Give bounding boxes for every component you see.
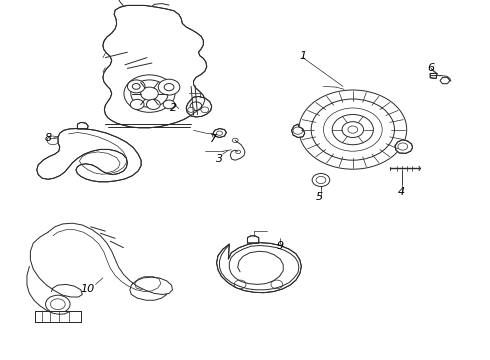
Circle shape bbox=[188, 107, 195, 112]
Circle shape bbox=[398, 143, 408, 150]
Circle shape bbox=[190, 102, 202, 111]
Polygon shape bbox=[440, 77, 450, 84]
Circle shape bbox=[271, 280, 283, 289]
Circle shape bbox=[299, 90, 407, 169]
Circle shape bbox=[127, 80, 145, 93]
Polygon shape bbox=[292, 124, 305, 138]
Polygon shape bbox=[430, 73, 437, 78]
Circle shape bbox=[332, 114, 373, 145]
Circle shape bbox=[232, 138, 238, 143]
Polygon shape bbox=[247, 236, 259, 243]
Circle shape bbox=[342, 122, 364, 138]
Circle shape bbox=[130, 99, 144, 109]
Circle shape bbox=[141, 87, 158, 100]
Circle shape bbox=[132, 84, 140, 89]
Polygon shape bbox=[186, 96, 212, 117]
Circle shape bbox=[312, 174, 330, 186]
Text: 2: 2 bbox=[171, 103, 177, 113]
Circle shape bbox=[50, 299, 65, 310]
Circle shape bbox=[316, 176, 326, 184]
Circle shape bbox=[164, 84, 174, 91]
Circle shape bbox=[236, 150, 241, 154]
Text: 8: 8 bbox=[45, 132, 51, 143]
Circle shape bbox=[293, 127, 303, 134]
Polygon shape bbox=[37, 129, 141, 182]
Circle shape bbox=[163, 100, 175, 109]
Circle shape bbox=[234, 280, 246, 289]
Circle shape bbox=[348, 126, 358, 133]
Circle shape bbox=[124, 75, 175, 112]
Circle shape bbox=[158, 79, 180, 95]
Circle shape bbox=[147, 99, 160, 109]
Circle shape bbox=[47, 136, 59, 145]
Circle shape bbox=[46, 295, 70, 313]
Text: 10: 10 bbox=[80, 284, 95, 294]
Circle shape bbox=[311, 99, 394, 160]
Text: 7: 7 bbox=[210, 134, 217, 144]
Polygon shape bbox=[77, 122, 88, 129]
Text: 9: 9 bbox=[277, 240, 284, 251]
Text: 5: 5 bbox=[316, 192, 323, 202]
Polygon shape bbox=[35, 311, 81, 322]
Text: 4: 4 bbox=[398, 186, 405, 197]
Text: 1: 1 bbox=[299, 51, 306, 61]
Polygon shape bbox=[395, 140, 413, 153]
Circle shape bbox=[201, 107, 209, 113]
Polygon shape bbox=[213, 129, 226, 138]
Circle shape bbox=[131, 80, 168, 107]
Polygon shape bbox=[103, 5, 207, 128]
Polygon shape bbox=[217, 243, 301, 293]
Text: 6: 6 bbox=[428, 63, 435, 73]
Text: 3: 3 bbox=[216, 154, 223, 164]
Circle shape bbox=[217, 131, 222, 135]
Circle shape bbox=[323, 108, 382, 151]
